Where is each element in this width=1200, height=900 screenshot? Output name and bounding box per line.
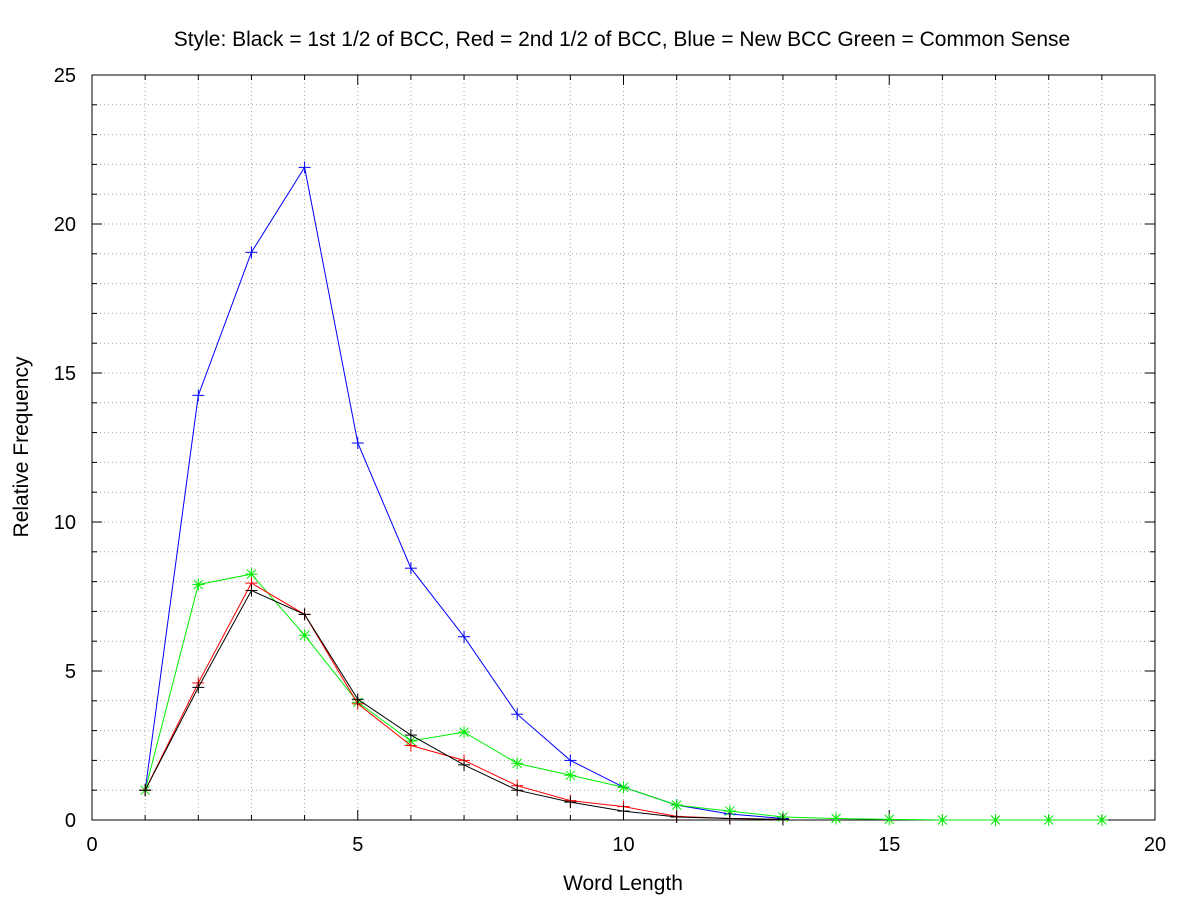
data-point (883, 813, 896, 826)
x-tick-label: 0 (86, 834, 97, 856)
data-point (564, 754, 577, 767)
data-point (617, 805, 630, 818)
series-layer (139, 161, 1108, 826)
data-point (298, 629, 311, 642)
data-point (351, 693, 364, 706)
data-point (458, 726, 471, 739)
data-point (564, 796, 577, 809)
x-tick-label: 10 (612, 834, 634, 856)
x-tick-label: 20 (1144, 834, 1166, 856)
x-axis-label: Word Length (563, 872, 683, 895)
data-point (723, 805, 736, 818)
y-axis-label: Relative Frequency (10, 356, 33, 537)
data-point (404, 729, 417, 742)
x-axis-tick-labels: 0 5 10 15 20 (86, 834, 1166, 856)
data-point (511, 757, 524, 770)
data-point (298, 608, 311, 621)
data-point (830, 812, 843, 825)
y-axis-tick-labels: 0 5 10 15 20 25 (54, 65, 76, 832)
data-point (936, 814, 949, 826)
y-tick-label: 20 (54, 214, 76, 236)
series-line (144, 589, 784, 820)
data-point (989, 814, 1002, 826)
chart-title: Style: Black = 1st 1/2 of BCC, Red = 2nd… (174, 28, 1070, 51)
data-point (404, 562, 417, 575)
y-tick-label: 0 (65, 810, 76, 832)
data-point (511, 708, 524, 721)
data-point (192, 389, 205, 402)
y-tick-label: 5 (65, 661, 76, 683)
data-point (192, 578, 205, 591)
data-point (1042, 814, 1055, 826)
data-point (458, 630, 471, 643)
y-tick-label: 25 (54, 65, 76, 87)
data-point (351, 437, 364, 450)
series-4 (139, 584, 789, 826)
series-1 (139, 161, 789, 825)
data-point (670, 799, 683, 812)
data-point (1095, 814, 1108, 826)
x-tick-label: 15 (878, 834, 900, 856)
data-point (617, 781, 630, 794)
x-tick-label: 5 (352, 834, 363, 856)
y-tick-label: 15 (54, 363, 76, 385)
data-point (511, 784, 524, 797)
grid (92, 75, 1155, 820)
data-point (723, 812, 736, 825)
data-point (670, 811, 683, 824)
data-point (245, 246, 258, 259)
data-point (404, 739, 417, 752)
data-point (245, 584, 258, 597)
data-point (564, 769, 577, 782)
series-line (144, 166, 784, 819)
data-point (192, 681, 205, 694)
y-tick-label: 10 (54, 512, 76, 534)
data-point (458, 758, 471, 771)
series-2 (139, 568, 1108, 826)
data-point (298, 161, 311, 174)
data-point (776, 813, 789, 826)
data-point (139, 784, 152, 797)
